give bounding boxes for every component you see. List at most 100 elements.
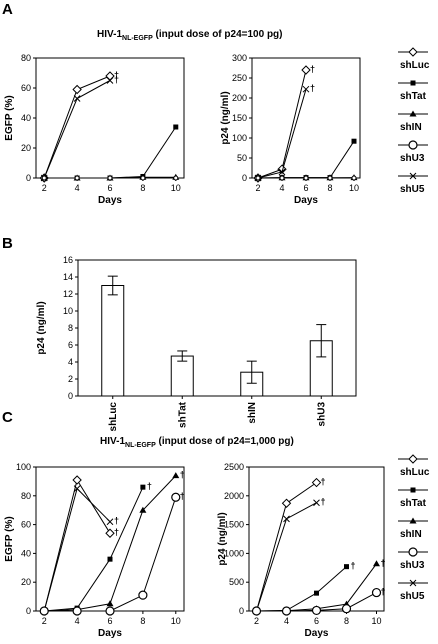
y-tick-label: 0 xyxy=(26,606,31,616)
data-point xyxy=(39,606,49,616)
x-tick-label: 6 xyxy=(303,183,308,193)
data-point xyxy=(105,606,115,616)
series-shu3: † xyxy=(39,491,185,616)
x-tick-label: 10 xyxy=(171,183,181,193)
x-tick-label: 8 xyxy=(140,183,145,193)
x-tick-label: 6 xyxy=(107,183,112,193)
data-point xyxy=(105,71,115,81)
y-axis-label: p24 (ng/ml) xyxy=(217,512,228,565)
x-tick-label: 4 xyxy=(75,616,80,626)
series-shluc: † xyxy=(39,475,119,616)
legend-marker xyxy=(409,110,417,117)
x-tick-label: 2 xyxy=(42,183,47,193)
dagger-mark: † xyxy=(180,470,185,480)
legend-marker xyxy=(410,487,416,493)
y-tick-label: 2 xyxy=(68,374,73,384)
dagger-mark: † xyxy=(321,477,326,487)
y-tick-label: 6 xyxy=(68,340,73,350)
y-tick-label: 20 xyxy=(21,577,31,587)
y-tick-label: 60 xyxy=(21,83,31,93)
y-tick-label: 50 xyxy=(237,153,247,163)
legend-marker xyxy=(408,547,418,557)
legend-a: shLuc shTat shIN shU3 shU5 xyxy=(398,47,430,195)
y-tick-label: 250 xyxy=(232,73,247,83)
x-tick-label: shLuc xyxy=(108,402,119,432)
data-point xyxy=(74,175,80,181)
data-point xyxy=(107,556,113,562)
data-point xyxy=(327,175,333,181)
chart-a-left: 0 20 40 60 80 EGFP (%) 2 4 6 8 10 Days †† xyxy=(4,53,185,206)
series-shu5: † xyxy=(254,83,315,182)
dagger-mark: † xyxy=(351,561,356,571)
dagger-mark: † xyxy=(114,70,119,80)
dagger-mark: † xyxy=(114,75,119,85)
data-point xyxy=(139,506,147,513)
y-tick-label: 500 xyxy=(229,577,244,587)
chart-b: 0 2 4 6 8 10 12 14 16 p24 (ng/ml) shLuc shTat shIN sh… xyxy=(36,255,357,432)
data-point xyxy=(140,175,146,181)
data-point xyxy=(251,606,262,616)
series-shtat: † xyxy=(254,561,356,614)
series-line xyxy=(44,486,144,612)
data-point xyxy=(140,484,146,490)
data-point xyxy=(173,124,179,130)
legend-marker xyxy=(408,140,418,150)
dagger-mark: † xyxy=(180,491,185,501)
panel-letter-b: B xyxy=(2,235,13,252)
y-tick-label: 200 xyxy=(232,93,247,103)
dagger-mark: † xyxy=(321,497,326,507)
data-point xyxy=(106,518,114,526)
data-point xyxy=(314,590,319,596)
y-tick-label: 4 xyxy=(68,357,73,367)
y-tick-label: 100 xyxy=(232,133,247,143)
data-point xyxy=(106,77,114,84)
data-point xyxy=(371,587,382,598)
panel-letter-c: C xyxy=(2,409,13,426)
data-point xyxy=(279,175,285,181)
data-point xyxy=(373,560,380,567)
x-tick-label: 2 xyxy=(255,183,260,193)
x-tick-label: 8 xyxy=(140,616,145,626)
data-point xyxy=(302,85,310,93)
dagger-mark: † xyxy=(310,64,315,74)
legend-label-shu5: shU5 xyxy=(400,184,425,195)
data-point xyxy=(173,175,179,181)
series-shin: † xyxy=(40,470,185,614)
series-line xyxy=(256,563,377,612)
data-point xyxy=(277,164,287,174)
x-tick-label: 4 xyxy=(75,183,80,193)
series-shin: † xyxy=(253,558,386,614)
x-tick-label: 2 xyxy=(254,616,259,626)
y-tick-label: 0 xyxy=(242,173,247,183)
data-point xyxy=(73,485,81,492)
data-point xyxy=(72,84,82,95)
x-axis-label: Days xyxy=(294,195,318,206)
x-tick-label: shIN xyxy=(247,402,258,424)
y-tick-label: 100 xyxy=(16,462,31,472)
x-tick-label: 4 xyxy=(284,616,289,626)
legend-marker xyxy=(410,80,416,86)
data-point xyxy=(344,564,349,570)
x-tick-label: 2 xyxy=(42,616,47,626)
data-point xyxy=(106,600,114,607)
dagger-mark: † xyxy=(114,527,119,537)
data-point xyxy=(72,606,82,616)
series-line xyxy=(257,69,307,179)
legend-label-shin: shIN xyxy=(400,122,422,133)
data-point xyxy=(138,590,148,600)
x-tick-label: 8 xyxy=(344,616,349,626)
dagger-mark: † xyxy=(147,481,152,491)
x-tick-label: shU3 xyxy=(316,402,327,427)
bar-shluc xyxy=(101,285,125,397)
y-tick-label: 0 xyxy=(68,391,73,401)
data-point xyxy=(351,175,357,181)
data-point xyxy=(303,175,309,181)
x-tick-label: 8 xyxy=(327,183,332,193)
y-tick-label: 0 xyxy=(239,606,244,616)
data-point xyxy=(72,475,82,485)
y-tick-label: 40 xyxy=(21,548,31,558)
legend-label-shu3: shU3 xyxy=(400,153,425,164)
panel-letter-a: A xyxy=(2,1,13,18)
